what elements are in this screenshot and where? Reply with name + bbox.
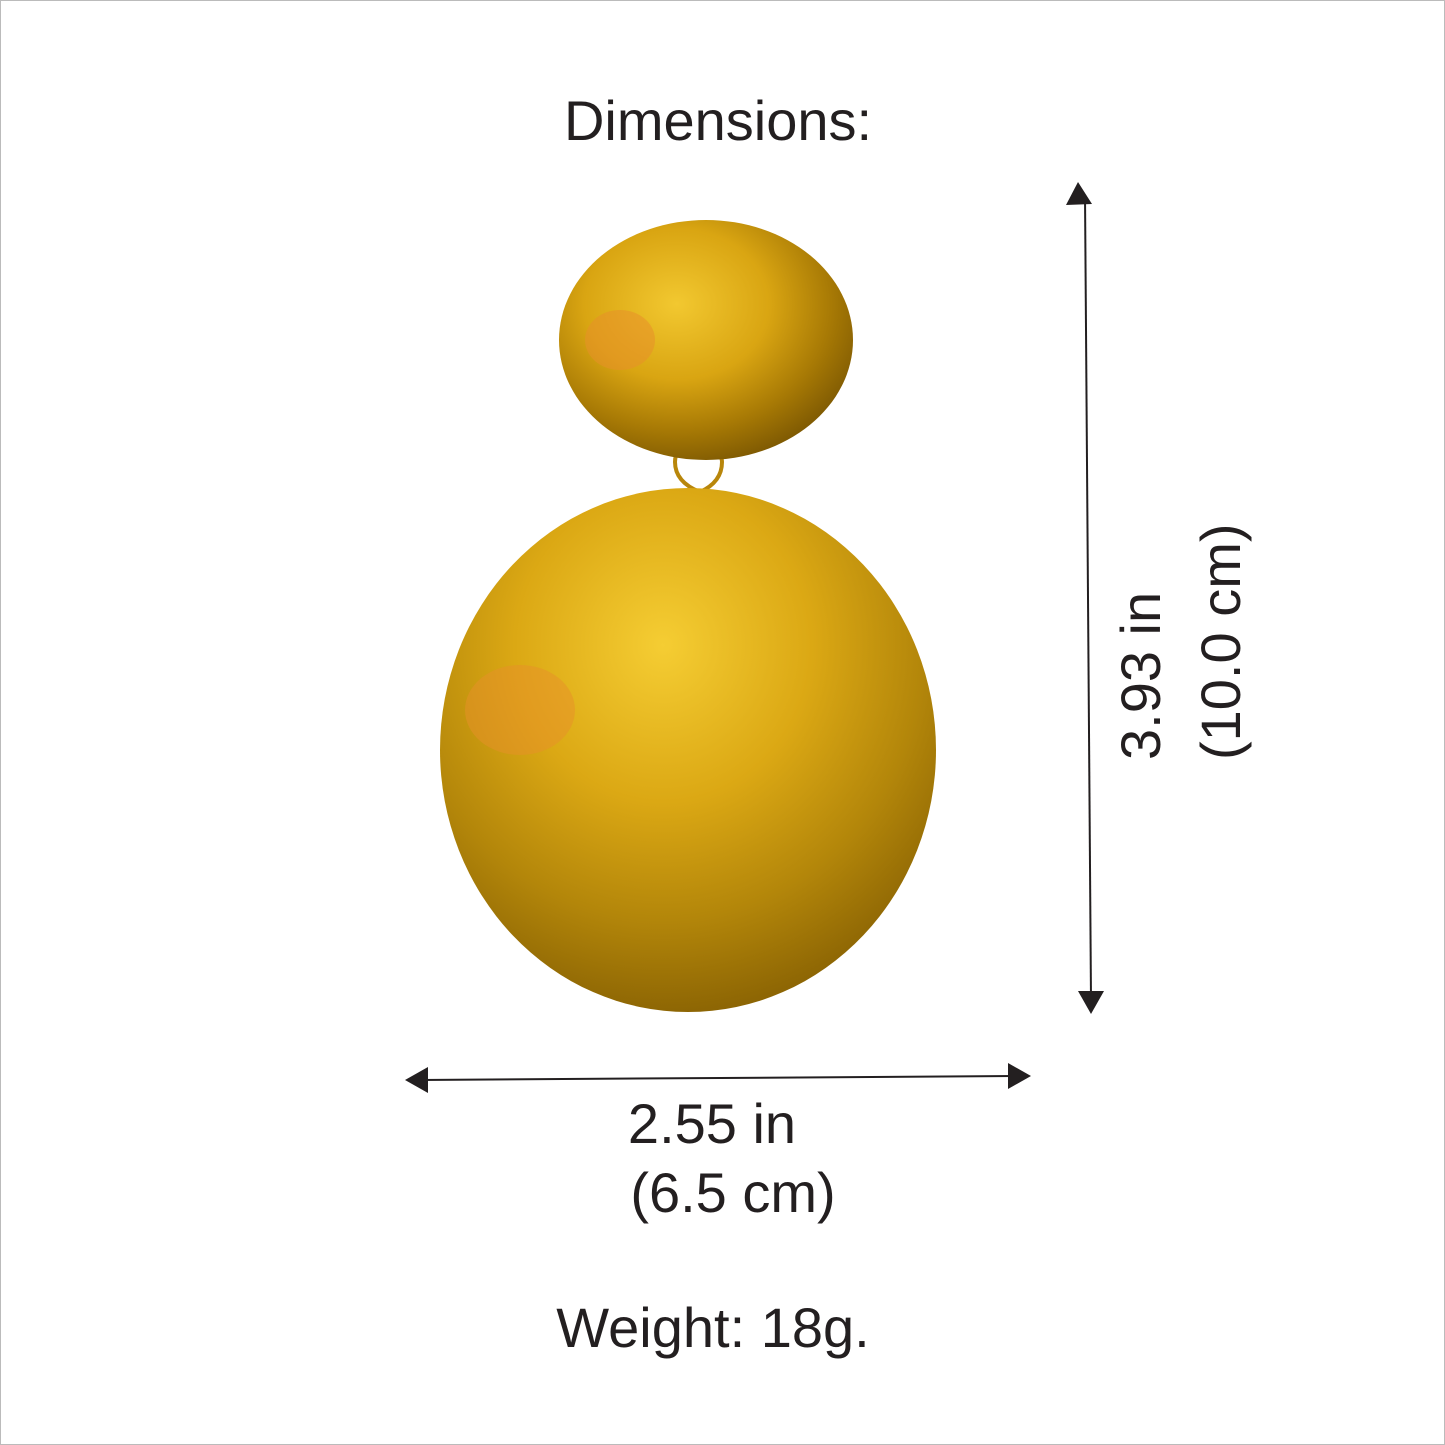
height-imperial: 3.93 in	[1109, 592, 1172, 760]
title: Dimensions:	[564, 89, 872, 152]
width-imperial: 2.55 in	[628, 1092, 796, 1155]
top-disc	[559, 220, 853, 460]
highlight	[585, 310, 655, 370]
bottom-disc	[440, 488, 936, 1012]
width-arrow	[405, 1063, 1031, 1093]
height-metric: (10.0 cm)	[1189, 524, 1252, 761]
weight: Weight: 18g.	[556, 1296, 869, 1359]
height-arrow	[1066, 182, 1104, 1014]
width-metric: (6.5 cm)	[630, 1161, 835, 1224]
highlight	[465, 665, 575, 755]
